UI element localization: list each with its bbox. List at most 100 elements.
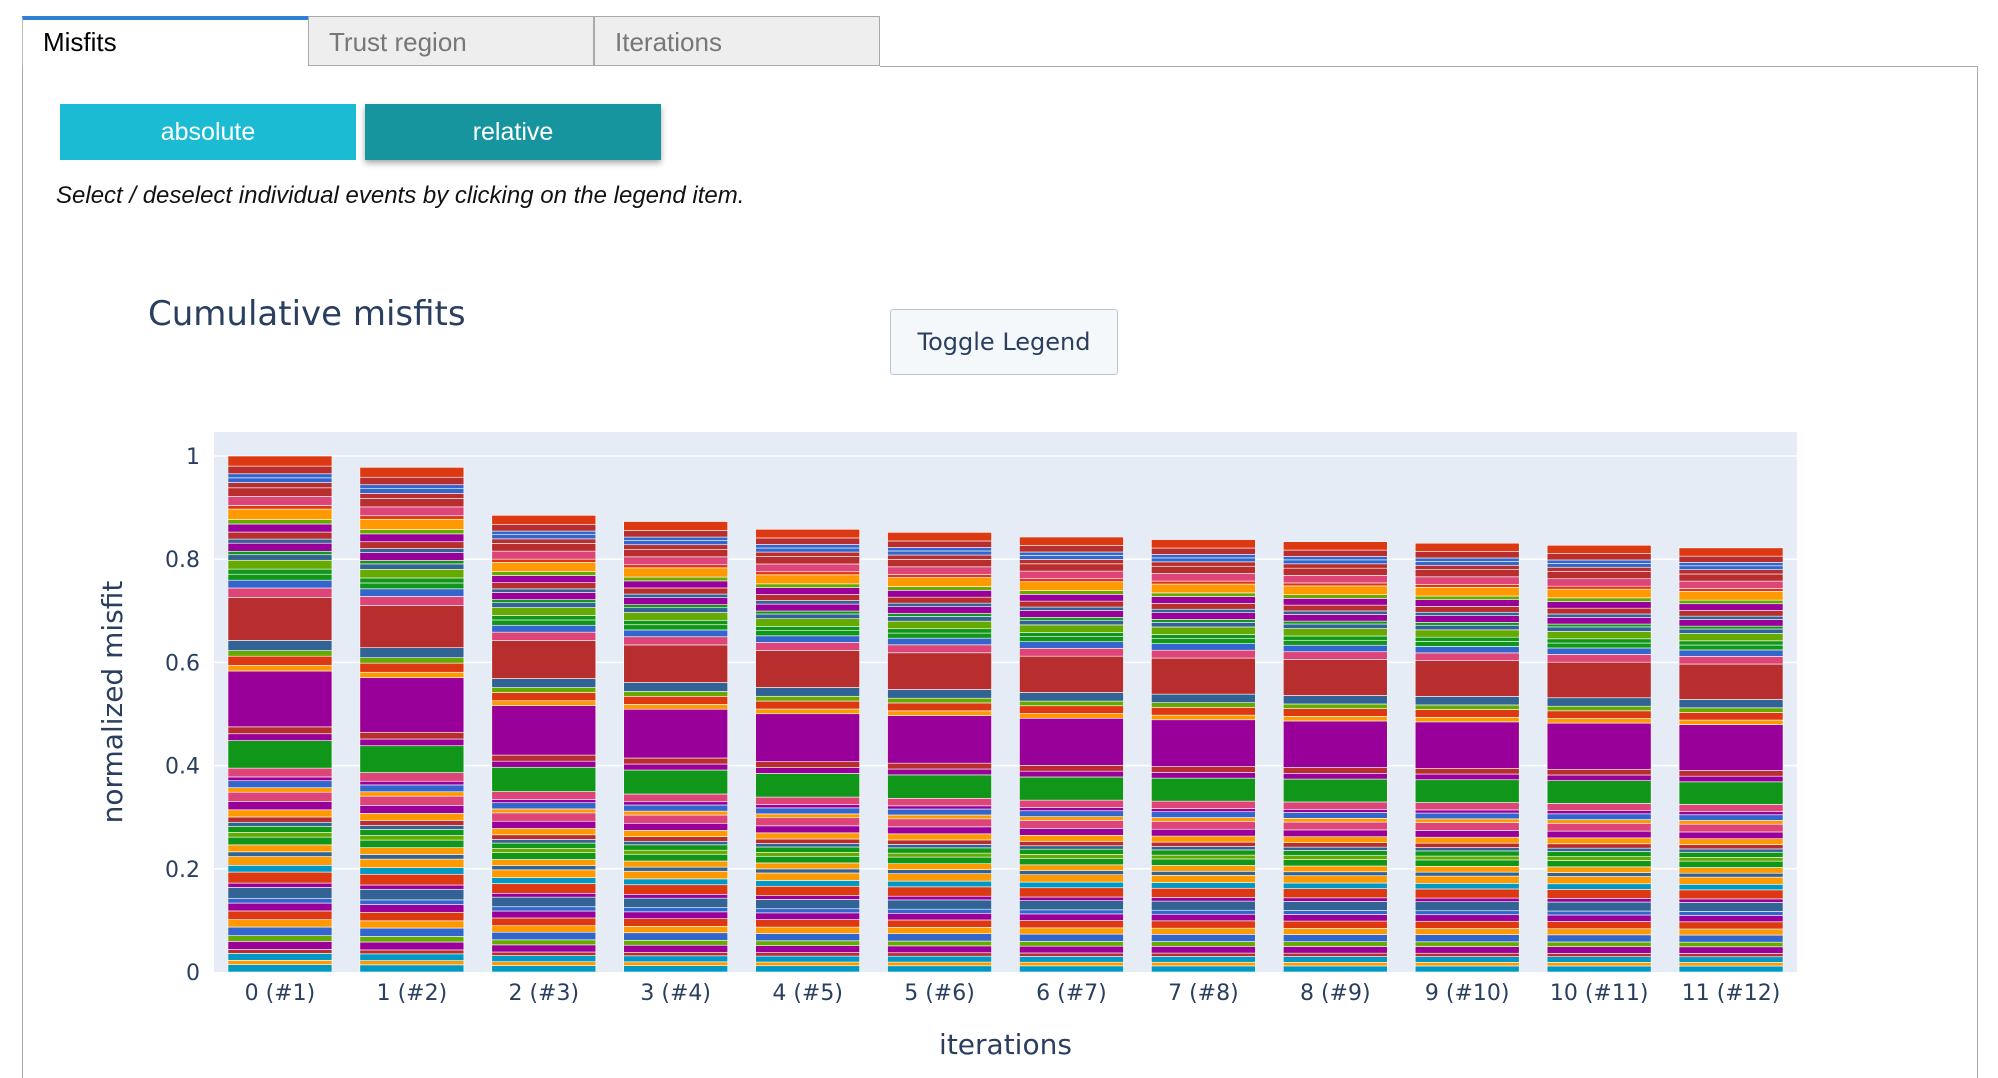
- bar-segment: [1678, 902, 1784, 912]
- bar-segment: [227, 508, 333, 520]
- bar-segment: [887, 574, 992, 578]
- bar-segment: [227, 851, 333, 857]
- bar-segment: [227, 902, 333, 912]
- bar-segment: [887, 762, 992, 770]
- bar-segment: [1414, 855, 1520, 861]
- bar-segment: [1151, 539, 1256, 549]
- bar-segment: [623, 853, 729, 862]
- bar-segment: [227, 836, 333, 846]
- bar-segment: [491, 961, 597, 966]
- bar-segment: [491, 808, 597, 814]
- bar-segment: [491, 619, 597, 626]
- bar-segment: [1151, 841, 1256, 847]
- bar-segment: [1678, 619, 1784, 627]
- bar-segment: [623, 544, 729, 550]
- bar-segment: [755, 885, 860, 896]
- bar-segment: [623, 536, 729, 541]
- bar-segment: [491, 687, 597, 693]
- bar-segment: [1414, 704, 1520, 710]
- bar-segment: [887, 852, 992, 858]
- bar-segment: [227, 897, 333, 904]
- bar-segment: [491, 592, 597, 600]
- bar-segment: [1678, 814, 1784, 821]
- bar-segment: [1678, 956, 1784, 963]
- bar-segment: [227, 568, 333, 575]
- bar-segment: [1546, 617, 1652, 625]
- bar-segment: [887, 965, 992, 973]
- tab-misfits[interactable]: Misfits: [22, 16, 308, 66]
- bar-segment: [1678, 640, 1784, 646]
- bar-segment: [1019, 559, 1124, 565]
- bar-segment: [491, 550, 597, 560]
- bar-segment: [1678, 615, 1784, 620]
- bar-segment: [1151, 565, 1256, 574]
- bar-segment: [1678, 547, 1784, 557]
- bar-segment: [623, 894, 729, 899]
- bar-segment: [623, 793, 729, 803]
- bar-segment: [359, 506, 465, 517]
- tab-trust-region[interactable]: Trust region: [308, 16, 594, 66]
- bar-segment: [227, 670, 333, 728]
- bar-segment: [1019, 700, 1124, 707]
- legend-hint: Select / deselect individual events by c…: [56, 182, 745, 209]
- bar-segment: [755, 843, 860, 848]
- bar-segment: [887, 616, 992, 622]
- bar-segment: [227, 465, 333, 475]
- bar-segment: [359, 867, 465, 875]
- bar-segment: [359, 577, 465, 584]
- bar-segment: [227, 926, 333, 936]
- bar-segment: [227, 887, 333, 899]
- bar-segment: [623, 918, 729, 927]
- bar-segment: [1151, 946, 1256, 954]
- bar-segment: [755, 761, 860, 768]
- relative-button[interactable]: relative: [365, 104, 661, 160]
- bar-segment: [623, 907, 729, 913]
- bar-segment: [1678, 941, 1784, 948]
- bar-segment: [1414, 716, 1520, 723]
- bar-segment: [1282, 623, 1388, 629]
- bar-segment: [359, 588, 465, 597]
- bar-segment: [491, 624, 597, 633]
- bar-segment: [1546, 588, 1652, 599]
- bar-segment: [1151, 766, 1256, 773]
- bar-segment: [1151, 638, 1256, 644]
- y-tick-label: 0: [186, 961, 200, 986]
- bar-segment: [1151, 772, 1256, 779]
- bar-segment: [1414, 641, 1520, 647]
- bar-segment: [1678, 569, 1784, 575]
- bar-segment: [1282, 594, 1388, 599]
- bar-segment: [1151, 612, 1256, 620]
- tab-bar: Misfits Trust region Iterations: [22, 16, 1978, 68]
- bar-segment: [1282, 871, 1388, 877]
- x-tick-label: 3 (#4): [640, 981, 711, 1006]
- tab-iterations[interactable]: Iterations: [594, 16, 880, 66]
- bar-segment: [1678, 804, 1784, 812]
- bar-segment: [1282, 812, 1388, 819]
- bar-segment: [887, 566, 992, 575]
- bar-segment: [359, 671, 465, 678]
- bar-segment: [887, 768, 992, 776]
- bar-segment: [1019, 705, 1124, 714]
- bar-segment: [1282, 541, 1388, 551]
- bar-segment: [1414, 768, 1520, 775]
- bar-segment: [1151, 583, 1256, 594]
- bar-segment: [1282, 801, 1388, 810]
- bar-segment: [623, 556, 729, 566]
- bar-segment: [1151, 643, 1256, 651]
- toggle-legend-button[interactable]: Toggle Legend: [890, 309, 1118, 375]
- misfits-panel: [22, 66, 1978, 1078]
- bar-segment: [227, 573, 333, 581]
- bar-segment: [1678, 562, 1784, 567]
- bar-segment: [887, 952, 992, 957]
- x-axis-title: iterations: [939, 1028, 1072, 1061]
- bar-segment: [491, 951, 597, 956]
- bar-segment: [1282, 720, 1388, 768]
- bar-segment: [359, 825, 465, 830]
- bar-segment: [1546, 837, 1652, 845]
- bar-segment: [1151, 920, 1256, 929]
- absolute-button[interactable]: absolute: [60, 104, 356, 160]
- bar-segment: [1546, 934, 1652, 943]
- bar-segment: [491, 799, 597, 804]
- bar-segment: [491, 869, 597, 878]
- bar-segment: [359, 515, 465, 520]
